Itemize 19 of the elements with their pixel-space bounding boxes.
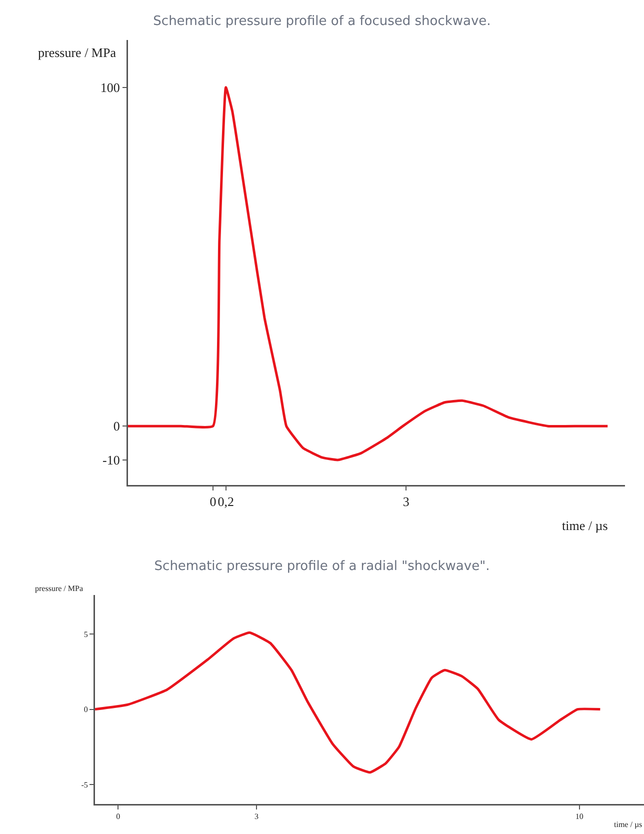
y-axis-title: pressure / MPa <box>35 584 84 593</box>
chart-title: Schematic pressure profile of a radial "shockwave". <box>154 559 490 574</box>
x-tick-label: 0 <box>210 494 216 510</box>
y-tick-label: -5 <box>81 780 88 790</box>
y-tick-label: 0 <box>113 418 120 434</box>
chart-title: Schematic pressure profile of a focused shockwave. <box>153 14 491 30</box>
x-axis-title: time / µs <box>562 518 608 533</box>
y-tick-label: -10 <box>102 452 120 468</box>
x-tick-label: 3 <box>402 494 410 510</box>
y-axis-title: pressure / MPa <box>38 45 116 60</box>
x-axis-title: time / µs <box>614 820 642 829</box>
line-series <box>95 631 602 774</box>
x-tick-label: 0,2 <box>218 494 234 510</box>
y-tick-label: 0 <box>84 705 88 714</box>
y-tick-label: 100 <box>100 80 120 95</box>
x-tick-label: 10 <box>575 812 584 822</box>
y-tick-label: 5 <box>84 630 88 639</box>
line-series <box>128 86 609 462</box>
x-tick-label: 3 <box>254 812 258 822</box>
